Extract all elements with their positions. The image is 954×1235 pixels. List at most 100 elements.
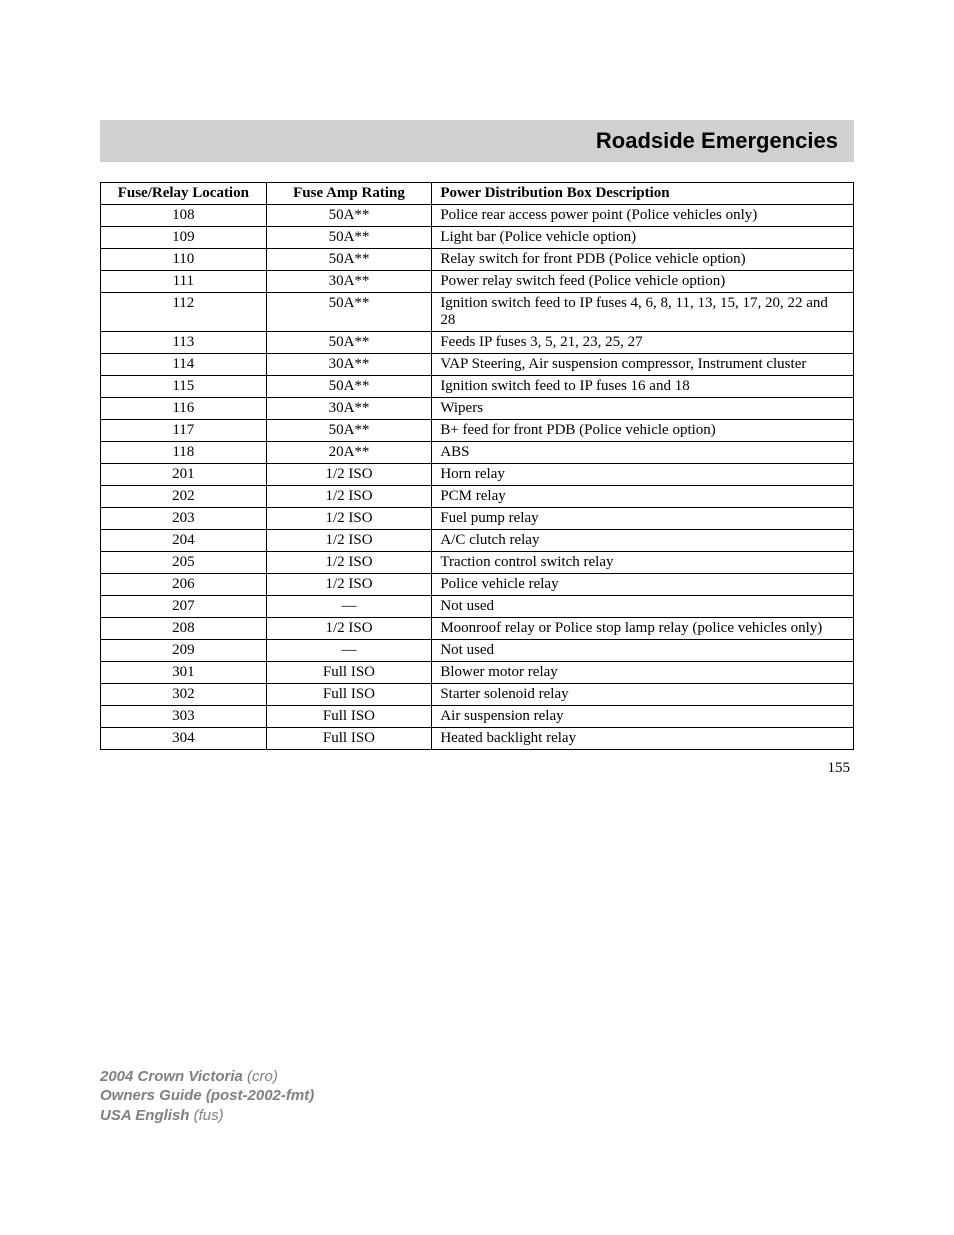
cell-rating: —: [266, 596, 432, 618]
table-row: 11350A**Feeds IP fuses 3, 5, 21, 23, 25,…: [101, 332, 854, 354]
cell-location: 109: [101, 227, 267, 249]
cell-description: Wipers: [432, 398, 854, 420]
guide-name: Owners Guide (post-2002-fmt): [100, 1087, 314, 1104]
table-row: 2061/2 ISOPolice vehicle relay: [101, 574, 854, 596]
footer: 2004 Crown Victoria (cro) Owners Guide (…: [100, 1067, 314, 1126]
cell-location: 208: [101, 618, 267, 640]
table-row: 11430A**VAP Steering, Air suspension com…: [101, 354, 854, 376]
cell-rating: Full ISO: [266, 706, 432, 728]
header-rating: Fuse Amp Rating: [266, 183, 432, 205]
cell-location: 117: [101, 420, 267, 442]
cell-location: 113: [101, 332, 267, 354]
page-number: 155: [100, 760, 854, 777]
cell-description: Fuel pump relay: [432, 508, 854, 530]
cell-location: 301: [101, 662, 267, 684]
table-row: 2041/2 ISOA/C clutch relay: [101, 530, 854, 552]
cell-rating: Full ISO: [266, 662, 432, 684]
cell-description: Power relay switch feed (Police vehicle …: [432, 271, 854, 293]
header-location: Fuse/Relay Location: [101, 183, 267, 205]
cell-location: 110: [101, 249, 267, 271]
cell-description: B+ feed for front PDB (Police vehicle op…: [432, 420, 854, 442]
cell-description: Moonroof relay or Police stop lamp relay…: [432, 618, 854, 640]
cell-location: 108: [101, 205, 267, 227]
cell-location: 304: [101, 728, 267, 750]
table-row: 11750A**B+ feed for front PDB (Police ve…: [101, 420, 854, 442]
footer-line-2: Owners Guide (post-2002-fmt): [100, 1086, 314, 1106]
cell-description: Light bar (Police vehicle option): [432, 227, 854, 249]
language-code: (fus): [194, 1107, 224, 1124]
cell-location: 303: [101, 706, 267, 728]
cell-rating: 30A**: [266, 271, 432, 293]
header-description: Power Distribution Box Description: [432, 183, 854, 205]
table-row: 10950A**Light bar (Police vehicle option…: [101, 227, 854, 249]
cell-description: PCM relay: [432, 486, 854, 508]
fuse-relay-table: Fuse/Relay Location Fuse Amp Rating Powe…: [100, 182, 854, 750]
cell-location: 203: [101, 508, 267, 530]
cell-location: 202: [101, 486, 267, 508]
cell-description: Feeds IP fuses 3, 5, 21, 23, 25, 27: [432, 332, 854, 354]
cell-location: 116: [101, 398, 267, 420]
table-row: 2031/2 ISOFuel pump relay: [101, 508, 854, 530]
cell-rating: 50A**: [266, 227, 432, 249]
table-row: 11250A**Ignition switch feed to IP fuses…: [101, 293, 854, 332]
cell-rating: Full ISO: [266, 728, 432, 750]
cell-rating: 1/2 ISO: [266, 508, 432, 530]
section-title: Roadside Emergencies: [116, 128, 838, 154]
cell-rating: 50A**: [266, 332, 432, 354]
cell-description: Not used: [432, 596, 854, 618]
cell-location: 115: [101, 376, 267, 398]
table-row: 301Full ISOBlower motor relay: [101, 662, 854, 684]
cell-rating: 30A**: [266, 354, 432, 376]
cell-location: 204: [101, 530, 267, 552]
table-row: 11050A**Relay switch for front PDB (Poli…: [101, 249, 854, 271]
cell-rating: 20A**: [266, 442, 432, 464]
cell-rating: 1/2 ISO: [266, 486, 432, 508]
cell-description: Traction control switch relay: [432, 552, 854, 574]
footer-line-1: 2004 Crown Victoria (cro): [100, 1067, 314, 1087]
cell-rating: 50A**: [266, 249, 432, 271]
vehicle-code: (cro): [247, 1068, 278, 1085]
table-row: 11550A**Ignition switch feed to IP fuses…: [101, 376, 854, 398]
table-row: 207—Not used: [101, 596, 854, 618]
cell-rating: 1/2 ISO: [266, 618, 432, 640]
cell-location: 114: [101, 354, 267, 376]
cell-rating: 50A**: [266, 376, 432, 398]
cell-location: 111: [101, 271, 267, 293]
table-row: 2011/2 ISOHorn relay: [101, 464, 854, 486]
table-row: 2021/2 ISOPCM relay: [101, 486, 854, 508]
table-row: 10850A**Police rear access power point (…: [101, 205, 854, 227]
cell-location: 205: [101, 552, 267, 574]
cell-location: 201: [101, 464, 267, 486]
cell-rating: 1/2 ISO: [266, 574, 432, 596]
cell-description: Ignition switch feed to IP fuses 16 and …: [432, 376, 854, 398]
cell-location: 112: [101, 293, 267, 332]
cell-description: Blower motor relay: [432, 662, 854, 684]
footer-line-3: USA English (fus): [100, 1106, 314, 1126]
cell-location: 302: [101, 684, 267, 706]
table-row: 304Full ISOHeated backlight relay: [101, 728, 854, 750]
cell-description: Not used: [432, 640, 854, 662]
table-row: 209—Not used: [101, 640, 854, 662]
cell-description: Police vehicle relay: [432, 574, 854, 596]
table-body: 10850A**Police rear access power point (…: [101, 205, 854, 750]
cell-description: A/C clutch relay: [432, 530, 854, 552]
cell-description: Heated backlight relay: [432, 728, 854, 750]
cell-description: VAP Steering, Air suspension compressor,…: [432, 354, 854, 376]
cell-description: Relay switch for front PDB (Police vehic…: [432, 249, 854, 271]
cell-description: Horn relay: [432, 464, 854, 486]
cell-description: Air suspension relay: [432, 706, 854, 728]
cell-location: 207: [101, 596, 267, 618]
cell-rating: 30A**: [266, 398, 432, 420]
cell-description: Starter solenoid relay: [432, 684, 854, 706]
cell-description: ABS: [432, 442, 854, 464]
table-row: 303Full ISOAir suspension relay: [101, 706, 854, 728]
table-row: 2081/2 ISOMoonroof relay or Police stop …: [101, 618, 854, 640]
cell-rating: 50A**: [266, 420, 432, 442]
vehicle-model: 2004 Crown Victoria: [100, 1068, 243, 1085]
language: USA English: [100, 1107, 189, 1124]
cell-rating: 1/2 ISO: [266, 464, 432, 486]
cell-rating: —: [266, 640, 432, 662]
table-row: 11630A**Wipers: [101, 398, 854, 420]
cell-description: Ignition switch feed to IP fuses 4, 6, 8…: [432, 293, 854, 332]
cell-location: 118: [101, 442, 267, 464]
